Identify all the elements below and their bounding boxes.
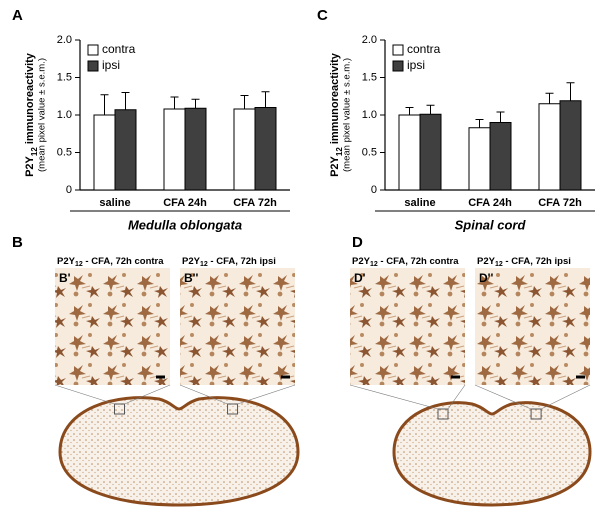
bar (233, 108, 256, 191)
micrograph-title-part: 12 (370, 261, 378, 268)
micrograph-title-part: P2Y (477, 256, 496, 267)
micrograph-title-part: - CFA, 72h ipsi (208, 256, 276, 267)
x-tick-label: CFA 72h (538, 197, 582, 209)
bar (398, 114, 421, 191)
y-axis-sublabel: (mean pixel value ± s.e.m.) (37, 58, 48, 172)
micrograph-title-part: P2Y (352, 256, 371, 267)
y-tick-label: 1.0 (57, 109, 72, 121)
y-tick-label: 2.0 (57, 34, 72, 46)
micrograph-title-part: 12 (200, 261, 208, 268)
panel-letter: A (12, 7, 23, 24)
micrograph-tag: B'' (184, 271, 199, 285)
group-label: Spinal cord (455, 217, 527, 232)
inset-connector (237, 384, 296, 405)
micrograph-title: P2Y12 - CFA, 72h contra (57, 256, 164, 269)
legend-label: ipsi (102, 58, 120, 72)
micrograph-tag: B' (59, 271, 71, 285)
legend-label: ipsi (407, 58, 425, 72)
y-axis-label-part: 12 (335, 147, 344, 156)
micrograph-tag: D'' (479, 271, 494, 285)
bar (489, 122, 512, 191)
inset-box (227, 403, 239, 415)
bar (538, 103, 561, 191)
micrograph-tag: D' (354, 271, 366, 285)
y-tick-label: 1.5 (57, 71, 72, 83)
y-tick-label: 0 (66, 184, 72, 196)
inset-box (437, 408, 449, 420)
panel-letter: C (317, 7, 328, 24)
y-tick-label: 2.0 (362, 34, 377, 46)
micrograph (350, 268, 465, 385)
x-tick-label: saline (404, 197, 435, 209)
y-axis-label-part: 12 (30, 147, 39, 156)
y-axis-label: P2Y12 immunoreactivity (329, 52, 344, 177)
legend-swatch (87, 44, 99, 56)
x-tick-label: CFA 24h (163, 197, 207, 209)
x-tick-label: CFA 72h (233, 197, 277, 209)
micrograph-title: P2Y12 - CFA, 72h contra (352, 256, 459, 269)
bar (468, 127, 491, 191)
legend-label: contra (102, 42, 136, 56)
y-tick-label: 0 (371, 184, 377, 196)
y-tick-label: 1.0 (362, 109, 377, 121)
y-axis-label: P2Y12 immunoreactivity (24, 52, 39, 177)
legend-label: contra (407, 42, 441, 56)
micrograph-title-part: 12 (75, 261, 83, 268)
legend-swatch (87, 60, 99, 72)
panel-letter: D (352, 234, 363, 251)
micrograph-title-part: P2Y (182, 256, 201, 267)
y-tick-label: 0.5 (362, 146, 377, 158)
inset-connector (540, 384, 591, 410)
y-axis-label-part: immunoreactivity (24, 52, 36, 147)
micrograph (55, 268, 170, 385)
inset-connector (124, 384, 171, 405)
legend-swatch (392, 60, 404, 72)
x-tick-label: CFA 24h (468, 197, 512, 209)
y-tick-label: 1.5 (362, 71, 377, 83)
bar (93, 114, 116, 191)
bar (254, 107, 277, 191)
inset-box (114, 403, 125, 415)
y-tick-label: 0.5 (57, 146, 72, 158)
inset-connector (447, 384, 466, 410)
y-axis-label-part: immunoreactivity (329, 52, 341, 147)
micrograph-title-part: - CFA, 72h ipsi (503, 256, 571, 267)
tissue-section (58, 396, 300, 507)
inset-connector (349, 384, 439, 410)
inset-connector (474, 384, 532, 410)
y-axis-label-part: P2Y (24, 155, 36, 176)
micrograph-title-part: - CFA, 72h contra (83, 256, 164, 267)
bar (184, 107, 207, 191)
y-axis-label-part: P2Y (329, 155, 341, 176)
inset-connector (54, 384, 115, 405)
micrograph-title-part: P2Y (57, 256, 76, 267)
group-label: Medulla oblongata (128, 217, 242, 232)
bar (163, 108, 186, 191)
bar (559, 100, 582, 191)
panel-letter: B (12, 234, 23, 251)
micrograph-title: P2Y12 - CFA, 72h ipsi (477, 256, 571, 269)
tissue-section (392, 401, 592, 507)
micrograph-title: P2Y12 - CFA, 72h ipsi (182, 256, 276, 269)
inset-connector (179, 384, 228, 405)
bar (419, 113, 442, 191)
micrograph (180, 268, 295, 385)
micrograph-title-part: 12 (495, 261, 503, 268)
legend-swatch (392, 44, 404, 56)
y-axis-sublabel: (mean pixel value ± s.e.m.) (342, 58, 353, 172)
micrograph (475, 268, 590, 385)
x-tick-label: saline (99, 197, 130, 209)
bar (114, 109, 137, 191)
micrograph-title-part: - CFA, 72h contra (378, 256, 459, 267)
inset-box (530, 408, 542, 420)
